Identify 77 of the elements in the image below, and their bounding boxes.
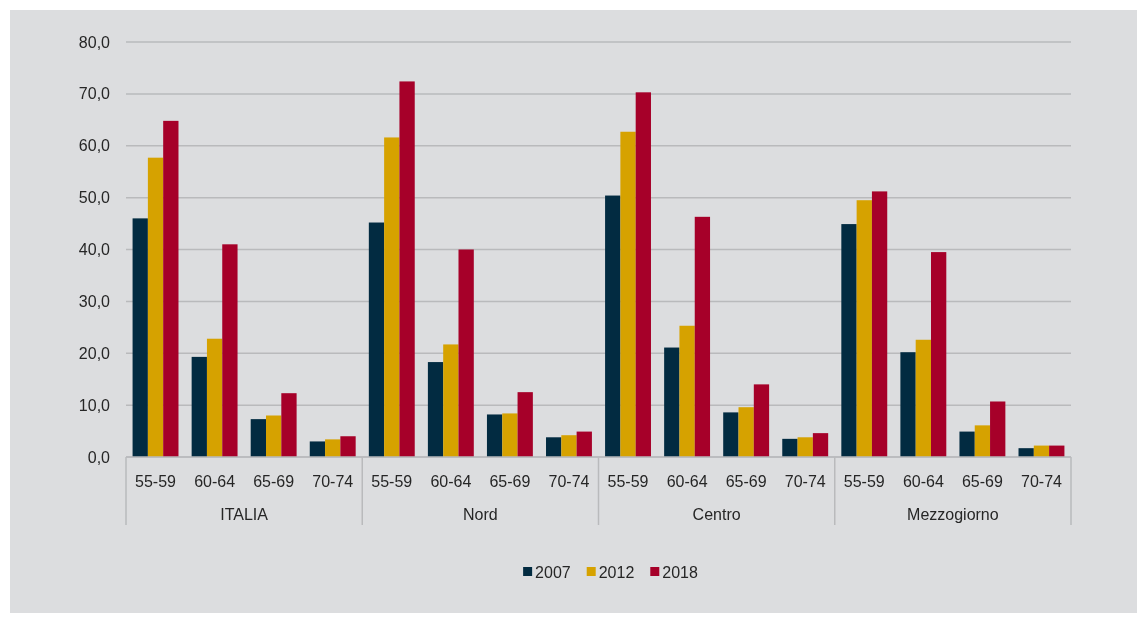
bar xyxy=(309,441,326,457)
bar xyxy=(399,81,415,457)
bar xyxy=(458,249,474,457)
x-tick-label: 70-74 xyxy=(1021,473,1063,490)
x-tick-label: 55-59 xyxy=(607,473,649,490)
x-tick-label: 55-59 xyxy=(135,473,177,490)
bar xyxy=(325,439,341,457)
bar xyxy=(384,137,400,457)
y-tick-label: 70,0 xyxy=(78,85,111,103)
bar xyxy=(782,438,798,457)
x-tick-label: 65-69 xyxy=(961,473,1003,490)
bar xyxy=(974,425,991,457)
bar xyxy=(222,244,238,457)
bar xyxy=(266,415,282,457)
y-tick-label: 40,0 xyxy=(78,241,111,259)
x-tick-label: 55-59 xyxy=(371,473,413,490)
y-tick-label: 50,0 xyxy=(78,189,111,207)
text: ITALIA xyxy=(220,506,269,523)
y-tick-label: 60,0 xyxy=(78,137,111,155)
bar xyxy=(930,252,947,457)
bar xyxy=(443,344,459,457)
bar xyxy=(959,431,975,457)
bar xyxy=(561,435,577,457)
x-tick-label: 60-64 xyxy=(666,473,708,490)
bar xyxy=(990,401,1006,457)
x-tick-label: 55-59 xyxy=(843,473,885,490)
bar xyxy=(871,191,888,457)
x-tick-label: 65-69 xyxy=(253,473,295,490)
x-tick-label: 60-64 xyxy=(902,473,944,490)
bar xyxy=(191,356,207,457)
bar xyxy=(664,347,680,457)
bar xyxy=(576,431,592,457)
x-tick-label: 60-64 xyxy=(194,473,236,490)
y-tick-label: 30,0 xyxy=(78,292,111,310)
y-tick-label: 0,0 xyxy=(87,448,111,466)
x-tick-label: 70-74 xyxy=(548,473,590,490)
bar xyxy=(723,412,739,457)
bar xyxy=(517,392,533,457)
bar xyxy=(427,362,444,457)
bar xyxy=(620,131,636,457)
bar xyxy=(163,120,179,457)
bar xyxy=(250,419,267,457)
bar xyxy=(915,339,931,457)
y-tick-label: 80,0 xyxy=(78,33,111,51)
legend-label: 2007 xyxy=(535,563,571,581)
text: Mezzogiorno xyxy=(907,506,999,523)
x-tick-label: 70-74 xyxy=(784,473,826,490)
x-tick-label: 70-74 xyxy=(312,473,354,490)
bar xyxy=(841,224,857,457)
x-tick-label: 65-69 xyxy=(489,473,531,490)
bar xyxy=(694,216,711,457)
bar xyxy=(132,218,148,457)
bar xyxy=(206,338,223,457)
bar xyxy=(679,325,695,457)
bar xyxy=(605,195,621,457)
bar xyxy=(340,436,356,457)
legend-label: 2012 xyxy=(598,563,635,581)
bar xyxy=(635,92,651,457)
text: Nord xyxy=(463,506,498,523)
bar xyxy=(502,413,518,457)
legend-label: 2018 xyxy=(662,563,698,581)
y-tick-label: 10,0 xyxy=(78,396,111,414)
bar xyxy=(546,437,562,457)
bar xyxy=(368,222,385,457)
bar xyxy=(812,433,829,457)
bar xyxy=(753,384,770,457)
x-tick-label: 65-69 xyxy=(725,473,767,490)
bar xyxy=(486,414,503,457)
y-tick-label: 20,0 xyxy=(78,344,111,362)
text: Centro xyxy=(692,506,741,523)
x-tick-label: 60-64 xyxy=(430,473,472,490)
bar xyxy=(738,407,754,457)
bar xyxy=(856,200,872,457)
bar xyxy=(797,437,813,457)
bar xyxy=(900,352,916,457)
bar xyxy=(147,157,164,457)
bar xyxy=(281,393,297,457)
